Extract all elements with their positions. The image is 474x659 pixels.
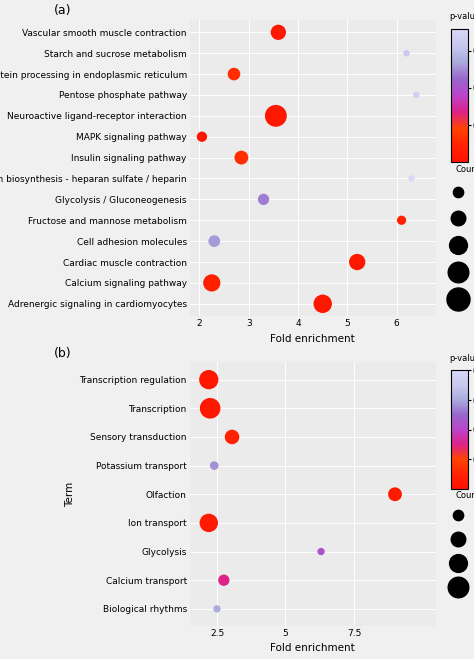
Point <box>319 299 327 309</box>
Point <box>205 517 212 528</box>
Point <box>205 374 212 385</box>
Point <box>272 111 280 121</box>
Text: (b): (b) <box>54 347 72 360</box>
Point <box>151 290 158 301</box>
Point <box>408 173 415 184</box>
Point <box>398 215 405 225</box>
Point <box>260 194 267 205</box>
X-axis label: Fold enrichment: Fold enrichment <box>271 333 355 343</box>
Point <box>412 90 420 100</box>
Point <box>174 592 182 602</box>
Text: Count: Count <box>456 165 474 174</box>
Point <box>151 295 158 306</box>
Point <box>206 403 214 414</box>
Point <box>274 27 282 38</box>
Point <box>174 596 182 607</box>
Text: Count: Count <box>456 490 474 500</box>
Point <box>151 297 158 308</box>
Point <box>198 131 206 142</box>
Point <box>208 277 216 288</box>
Point <box>174 599 182 610</box>
Point <box>403 48 410 59</box>
Point <box>210 236 218 246</box>
Point <box>237 152 245 163</box>
Point <box>317 546 325 557</box>
Point <box>151 292 158 302</box>
X-axis label: Fold enrichment: Fold enrichment <box>271 643 355 653</box>
Point <box>151 293 158 304</box>
Y-axis label: Term: Term <box>65 482 75 507</box>
Point <box>210 461 218 471</box>
Point <box>354 257 361 268</box>
Point <box>174 594 182 605</box>
Point <box>228 432 236 442</box>
Point <box>391 489 399 500</box>
Point <box>213 604 221 614</box>
Point <box>230 69 238 79</box>
Point <box>220 575 228 585</box>
Text: (a): (a) <box>54 4 72 16</box>
